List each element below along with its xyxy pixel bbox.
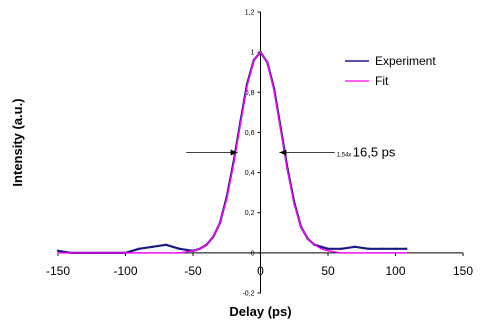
x-tick-label: -150 [46,264,70,278]
y-tick-label: 0,2 [245,210,255,217]
data-point [394,252,397,254]
data-point [320,248,322,250]
width-annotation: 1,54x 16,5 ps [186,145,396,160]
data-point [307,238,309,240]
data-point [327,250,329,252]
data-point [219,222,221,224]
data-point [151,245,154,248]
series-layer [56,50,408,255]
y-tick-label: 1 [251,50,255,57]
data-point [56,249,60,252]
x-tick-label: 150 [453,264,473,278]
data-point [293,204,295,206]
data-point [253,59,255,61]
x-axis-title: Delay (ps) [229,304,291,319]
data-point [340,252,343,254]
data-point [405,247,408,250]
x-tick-label: 50 [321,264,335,278]
data-point [367,247,370,250]
data-point [353,245,357,248]
data-point [178,252,181,254]
data-point [266,61,268,63]
data-point [205,244,208,246]
y-tick-label: 0,4 [245,170,255,177]
data-point [300,226,302,228]
annotation-width: 16,5 ps [353,145,396,160]
y-tick-label: -0,2 [242,291,254,298]
data-point [226,198,228,200]
data-point [405,252,407,254]
data-point [320,245,323,248]
data-point [326,247,330,250]
legend-label-fit: Fit [375,74,389,88]
data-point [137,247,141,250]
series-fit [57,51,407,254]
data-point [394,247,397,250]
data-point [124,252,127,254]
x-axis: -150 -100 -50 0 50 100 150 [46,252,473,278]
data-point [340,247,343,250]
data-point [178,247,181,250]
x-tick-label: 100 [385,264,405,278]
arrowhead-left [230,149,238,156]
y-tick-label: 0,6 [245,130,255,137]
data-point [380,247,384,250]
data-point [192,250,194,252]
legend-label-experiment: Experiment [375,54,436,68]
x-tick-label: -100 [113,264,137,278]
y-tick-label: 0 [251,250,255,257]
data-point [212,236,214,238]
data-point [164,243,168,246]
data-point [286,169,289,172]
data-point [273,89,275,92]
arrowhead-right [279,149,287,156]
annotation-factor: 1,54x [337,153,352,159]
data-point [246,85,248,88]
legend: Experiment Fit [345,54,436,88]
y-tick-label: 1,2 [245,10,255,17]
data-point [199,248,201,250]
x-tick-label: -50 [184,264,202,278]
y-tick-label: 0,8 [245,90,255,97]
data-point [239,123,241,126]
y-ticks: -0,2 0 0,2 0,4 0,6 0,8 1 1,2 [242,10,261,298]
y-axis: -0,2 0 0,2 0,4 0,6 0,8 1 1,2 [242,10,261,298]
data-point [280,129,282,132]
x-tick-label: 0 [257,264,264,278]
data-point [313,244,316,246]
x-ticks: -150 -100 -50 0 50 100 150 [46,252,473,278]
data-point [259,51,262,53]
data-point [57,252,59,254]
data-point [232,163,235,166]
y-axis-title: Intensity (a.u.) [10,98,25,186]
